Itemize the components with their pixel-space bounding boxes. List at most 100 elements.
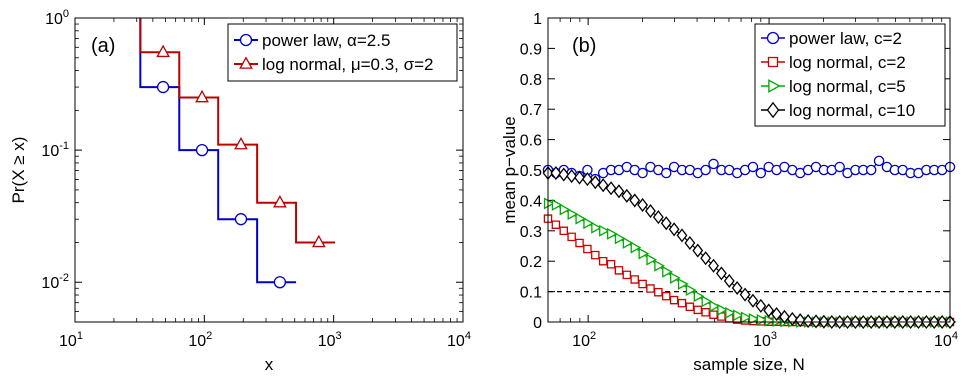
- x-tick-label-b: 102: [572, 330, 596, 350]
- series-marker-b-3: [692, 243, 704, 258]
- series-marker-b-3: [794, 313, 806, 328]
- legend-marker-b: [766, 101, 780, 119]
- legend-label-a: log normal, μ=0.3, σ=2: [262, 55, 434, 74]
- y-tick-label-b: 0.3: [520, 224, 542, 241]
- panel-label-a: (a): [91, 35, 115, 57]
- series-marker-b-1: [661, 291, 671, 301]
- series-marker-b-3: [613, 184, 625, 199]
- series-marker-b-3: [731, 280, 743, 295]
- y-tick-label-b: 0.2: [520, 254, 542, 271]
- series-marker-b-2: [567, 208, 579, 221]
- series-marker-b-3: [739, 287, 751, 302]
- x-tick-label-a: 101: [59, 330, 83, 350]
- series-marker-b-2: [748, 313, 760, 325]
- legend-b: [754, 23, 946, 127]
- legend-marker-a: [239, 56, 253, 69]
- series-marker-b-0: [865, 164, 877, 176]
- panel-b: 102 103 10400.10.20.30.40.50.60.70.80.91(b…: [500, 11, 958, 374]
- series-marker-b-3: [802, 314, 814, 329]
- series-marker-b-1: [551, 220, 561, 229]
- series-marker-b-2: [583, 217, 595, 230]
- series-marker-log-normal: [234, 136, 248, 150]
- series-marker-b-2: [693, 290, 705, 303]
- series-marker-b-3: [810, 314, 822, 329]
- y-tick-label-b: 0.7: [520, 102, 542, 119]
- y-tick-label-b: 0.8: [520, 72, 542, 89]
- series-marker-b-2: [717, 303, 729, 316]
- x-tick-label-a-exp: 3: [336, 330, 342, 342]
- series-marker-b-2: [614, 232, 626, 245]
- series-marker-power-law: [273, 276, 287, 289]
- series-marker-b-3: [763, 303, 775, 318]
- legend-label-b: power law, c=2: [789, 29, 902, 48]
- series-marker-b-3: [597, 178, 609, 193]
- series-marker-b-1: [614, 266, 624, 275]
- series-marker-power-law: [156, 80, 170, 94]
- x-tick-label-a: 103: [318, 330, 342, 350]
- x-tick-label-a-exp: 4: [465, 330, 471, 342]
- series-marker-b-2: [733, 309, 744, 322]
- y-tick-label-b: 1: [533, 11, 542, 28]
- series-marker-b-3: [723, 273, 735, 289]
- series-marker-b-1: [669, 295, 679, 305]
- x-tick-label-b: 104: [934, 330, 958, 350]
- series-marker-b-1: [693, 305, 703, 315]
- series-marker-b-3: [684, 235, 696, 251]
- x-tick-label-b-exp: 4: [952, 330, 958, 342]
- series-marker-b-1: [622, 270, 632, 280]
- x-tick-label-b: 103: [753, 330, 777, 350]
- series-marker-b-2: [575, 212, 587, 225]
- series-marker-b-3: [550, 165, 562, 181]
- legend-marker-b: [766, 31, 780, 45]
- series-marker-b-2: [725, 306, 736, 319]
- series-marker-b-1: [646, 284, 655, 293]
- series-marker-b-1: [598, 256, 608, 266]
- x-axis-label-a: x: [265, 355, 274, 374]
- series-marker-b-3: [779, 309, 790, 324]
- plot-frame-a: [74, 17, 464, 323]
- y-tick-label-a-exp: -1: [59, 140, 69, 152]
- series-marker-b-2: [543, 197, 555, 210]
- series-marker-b-3: [676, 228, 688, 243]
- series-marker-b-2: [764, 314, 776, 327]
- series-marker-b-2: [638, 247, 650, 260]
- series-marker-b-0: [700, 164, 711, 176]
- series-marker-b-1: [606, 259, 616, 269]
- series-marker-log-normal: [311, 234, 326, 248]
- series-marker-b-3: [660, 216, 672, 231]
- series-marker-b-2: [701, 295, 713, 308]
- series-marker-b-0: [755, 167, 767, 179]
- legend-marker-b: [767, 56, 779, 68]
- y-axis-label-a: Pr(X ≥ x): [9, 137, 28, 204]
- series-marker-b-0: [708, 158, 719, 170]
- series-marker-b-3: [771, 307, 783, 322]
- plot-frame-b: [547, 17, 951, 323]
- series-marker-b-3: [566, 169, 578, 184]
- panel-label-b: (b): [572, 35, 596, 57]
- series-marker-b-1: [638, 279, 647, 289]
- series-marker-b-2: [622, 237, 634, 249]
- series-marker-b-3: [645, 203, 656, 219]
- series-marker-b-3: [574, 170, 585, 185]
- y-tick-label-b: 0.4: [520, 193, 542, 210]
- series-marker-b-3: [581, 172, 593, 187]
- series-marker-b-3: [715, 266, 727, 281]
- series-marker-b-2: [606, 227, 618, 240]
- series-marker-b-3: [747, 293, 759, 308]
- series-line-power-law: [139, 18, 297, 284]
- series-marker-b-1: [701, 308, 710, 317]
- series-marker-b-3: [589, 175, 601, 190]
- x-tick-label-a-base: 10: [188, 333, 206, 350]
- x-tick-label-b-base: 10: [934, 333, 952, 350]
- series-marker-b-2: [591, 221, 602, 234]
- series-marker-b-1: [685, 302, 695, 312]
- series-marker-b-2: [709, 300, 721, 313]
- series-marker-b-2: [646, 253, 658, 266]
- series-marker-b-3: [668, 222, 680, 237]
- legend-marker-b: [768, 79, 781, 93]
- series-marker-b-1: [567, 232, 576, 242]
- series-marker-b-1: [677, 298, 687, 308]
- x-tick-label-a-base: 10: [59, 333, 77, 350]
- legend-label-a: power law, α=2.5: [262, 31, 390, 50]
